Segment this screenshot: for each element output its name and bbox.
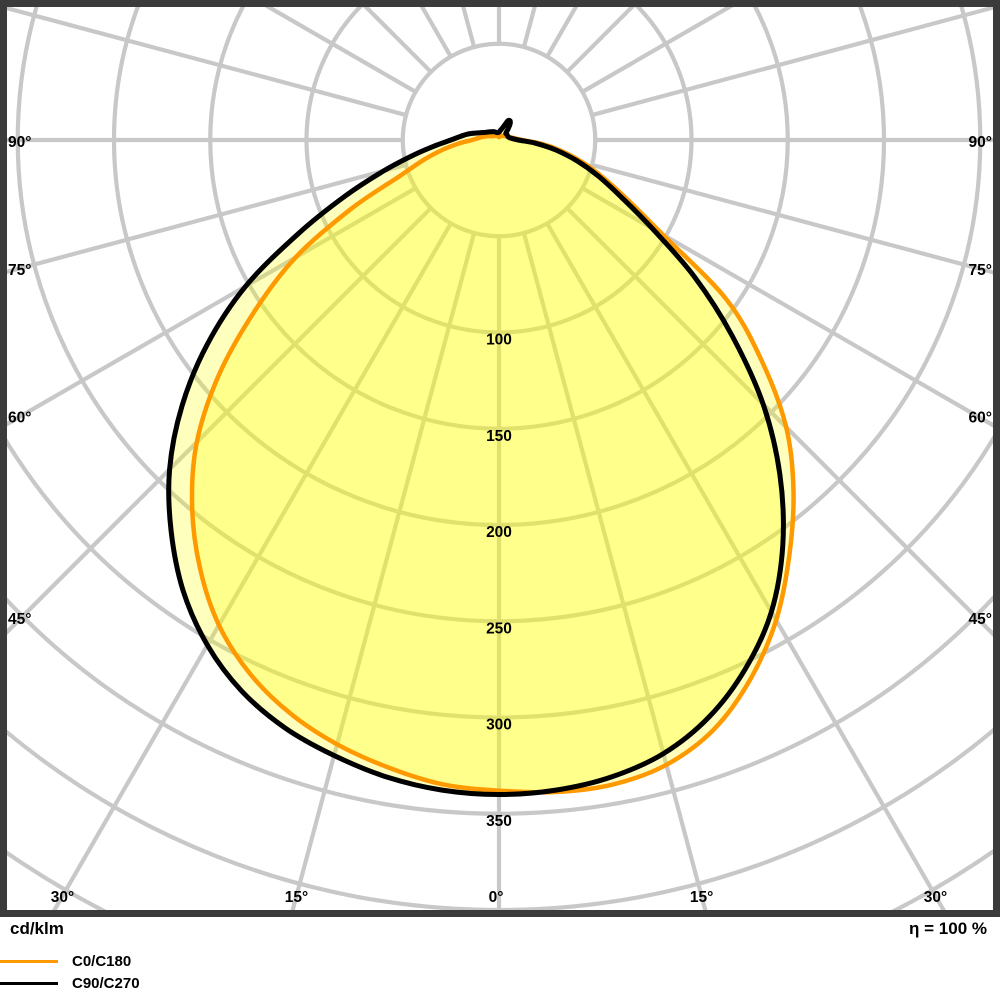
curves-layer xyxy=(166,117,796,797)
angle-label-bottom: 15° xyxy=(285,889,308,906)
grid-ray xyxy=(545,222,946,910)
angle-label-left: 45° xyxy=(8,611,31,628)
radial-tick-label: 150 xyxy=(486,428,512,445)
grid-ray xyxy=(7,206,433,635)
angle-label-right: 90° xyxy=(969,134,992,151)
grid-ray xyxy=(52,222,453,910)
legend-label-c90c270: C90/C270 xyxy=(72,974,140,992)
grid-ray xyxy=(521,232,708,910)
angle-label-left: 60° xyxy=(8,409,31,426)
legend-line-c0c180-icon xyxy=(0,959,58,963)
fill-c90c270 xyxy=(168,120,784,795)
legend-row-c90c270: C90/C270 xyxy=(0,972,140,994)
efficiency-label: η = 100 % xyxy=(909,919,987,938)
grid-ray xyxy=(591,7,993,118)
legend-line-c90c270-icon xyxy=(0,981,58,985)
angle-label-right: 45° xyxy=(969,611,992,628)
grid-ray xyxy=(290,232,477,910)
angle-label-bottom: 30° xyxy=(51,889,74,906)
angle-label-bottom: 30° xyxy=(924,889,947,906)
grid-ray xyxy=(7,162,407,275)
fill-c0c180 xyxy=(191,135,794,793)
grid-ray xyxy=(591,162,993,275)
angle-label-right: 75° xyxy=(969,262,992,279)
unit-label: cd/klm xyxy=(10,919,64,938)
grid-ray xyxy=(7,186,417,427)
plot-frame xyxy=(0,0,1000,917)
legend: C0/C180 C90/C270 xyxy=(0,950,140,994)
labels-layer: 100 150 200 250 300 350 90° 75° 60° 45° 90° 75° 60° 4… xyxy=(8,134,992,906)
grid-ray xyxy=(7,7,407,118)
radial-tick-label: 300 xyxy=(486,717,512,734)
radial-tick-label: 250 xyxy=(486,620,512,637)
legend-label-c0c180: C0/C180 xyxy=(72,952,132,970)
angle-label-left: 90° xyxy=(8,134,31,151)
radial-tick-label: 200 xyxy=(486,524,512,541)
legend-row-c0c180: C0/C180 xyxy=(0,950,140,972)
angle-label-left: 75° xyxy=(8,262,31,279)
angle-label-bottom: 0° xyxy=(489,889,504,906)
curve-c90c270 xyxy=(166,117,786,797)
angle-label-right: 60° xyxy=(969,409,992,426)
grid-ray xyxy=(581,186,993,428)
radial-tick-label: 350 xyxy=(486,813,512,830)
angle-label-bottom: 15° xyxy=(690,889,713,906)
radial-tick-label: 100 xyxy=(486,332,512,349)
grid-ray xyxy=(565,206,993,637)
